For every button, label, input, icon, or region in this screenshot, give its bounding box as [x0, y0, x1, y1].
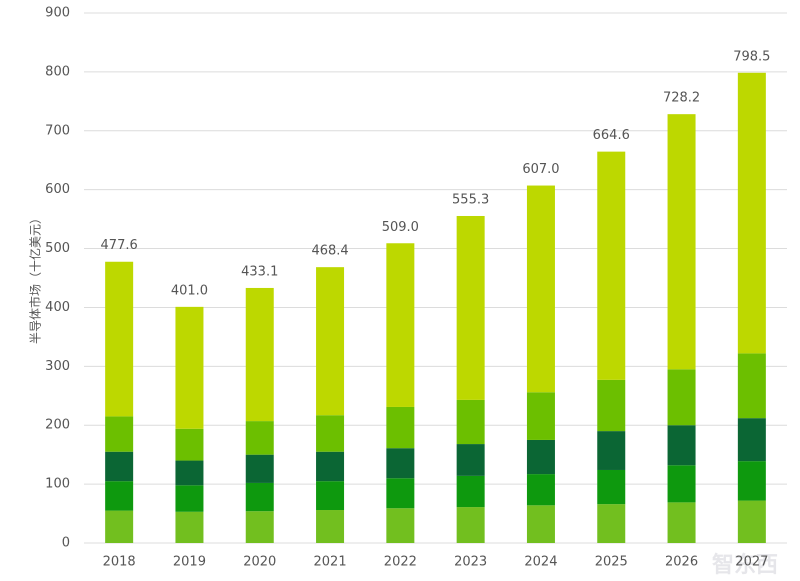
watermark: 智东西 [712, 552, 778, 578]
y-tick-label: 600 [45, 182, 70, 197]
y-tick-label: 200 [45, 418, 70, 433]
x-tick-label: 2027 [735, 555, 768, 570]
bar-segment [316, 267, 345, 416]
total-label: 798.5 [733, 49, 770, 64]
bar-segment [175, 511, 204, 543]
bar-segment [175, 485, 204, 512]
total-label: 555.3 [452, 192, 489, 207]
bar-segment [667, 465, 696, 503]
total-label: 477.6 [101, 238, 138, 253]
bar-segment [526, 474, 555, 506]
y-tick-label: 400 [45, 300, 70, 315]
bar-segment [175, 428, 204, 461]
bar-segment [737, 461, 766, 501]
bar-segment [316, 481, 345, 511]
total-label: 468.4 [311, 244, 348, 259]
bar-segment [456, 399, 485, 445]
bar-segment [105, 481, 134, 511]
bar-segment [597, 504, 626, 543]
y-tick-label: 300 [45, 359, 70, 374]
bar-segment [105, 451, 134, 482]
bar-segment [245, 287, 274, 422]
bar-segment [597, 379, 626, 432]
x-tick-label: 2019 [173, 555, 206, 570]
bar-segment [667, 502, 696, 543]
x-tick-label: 2021 [314, 555, 347, 570]
total-label: 509.0 [382, 220, 419, 235]
bar-segment [175, 306, 204, 429]
bar-segment [316, 415, 345, 452]
bar-segment [386, 478, 415, 509]
bar-segment [737, 418, 766, 462]
y-tick-label: 700 [45, 123, 70, 138]
x-tick-label: 2022 [384, 555, 417, 570]
bar-segment [526, 505, 555, 543]
bar-segment [456, 507, 485, 543]
y-tick-label: 900 [45, 6, 70, 21]
bar-segment [456, 215, 485, 400]
bar-segment [667, 369, 696, 426]
bar-segment [456, 475, 485, 508]
bar-segment [105, 416, 134, 452]
bar-segment [597, 151, 626, 380]
bar-segment [386, 243, 415, 407]
bar-segment [245, 482, 274, 512]
bar-segment [456, 444, 485, 476]
bar-segment [737, 72, 766, 354]
bar-segment [386, 406, 415, 449]
bar-segment [526, 439, 555, 475]
bar-segment [737, 500, 766, 543]
total-label: 401.0 [171, 283, 208, 298]
x-tick-label: 2020 [243, 555, 276, 570]
total-label: 664.6 [593, 128, 630, 143]
bar-segment [597, 469, 626, 505]
y-tick-label: 0 [62, 536, 70, 551]
x-tick-label: 2026 [665, 555, 698, 570]
x-tick-label: 2018 [103, 555, 136, 570]
y-tick-label: 500 [45, 241, 70, 256]
bar-segment [667, 114, 696, 370]
total-label: 728.2 [663, 91, 700, 106]
bar-segment [175, 460, 204, 486]
total-label: 607.0 [522, 162, 559, 177]
bar-segment [597, 431, 626, 470]
bar-segment [526, 185, 555, 393]
bar-segment [316, 451, 345, 482]
bar-segment [105, 510, 134, 543]
total-label: 433.1 [241, 264, 278, 279]
x-tick-label: 2024 [524, 555, 557, 570]
bar-segment [245, 454, 274, 483]
bar-segment [316, 510, 345, 543]
bar-segment [737, 353, 766, 419]
bar-segment [105, 261, 134, 417]
bar-segment [245, 421, 274, 455]
x-tick-label: 2025 [595, 555, 628, 570]
bar-segment [667, 425, 696, 466]
bar-segment [526, 392, 555, 440]
x-tick-label: 2023 [454, 555, 487, 570]
y-tick-label: 800 [45, 64, 70, 79]
y-tick-label: 100 [45, 477, 70, 492]
bar-segment [386, 508, 415, 543]
y-axis-label: 半导体市场（十亿美元） [28, 212, 43, 344]
bar-segment [386, 448, 415, 479]
bar-segment [245, 511, 274, 543]
